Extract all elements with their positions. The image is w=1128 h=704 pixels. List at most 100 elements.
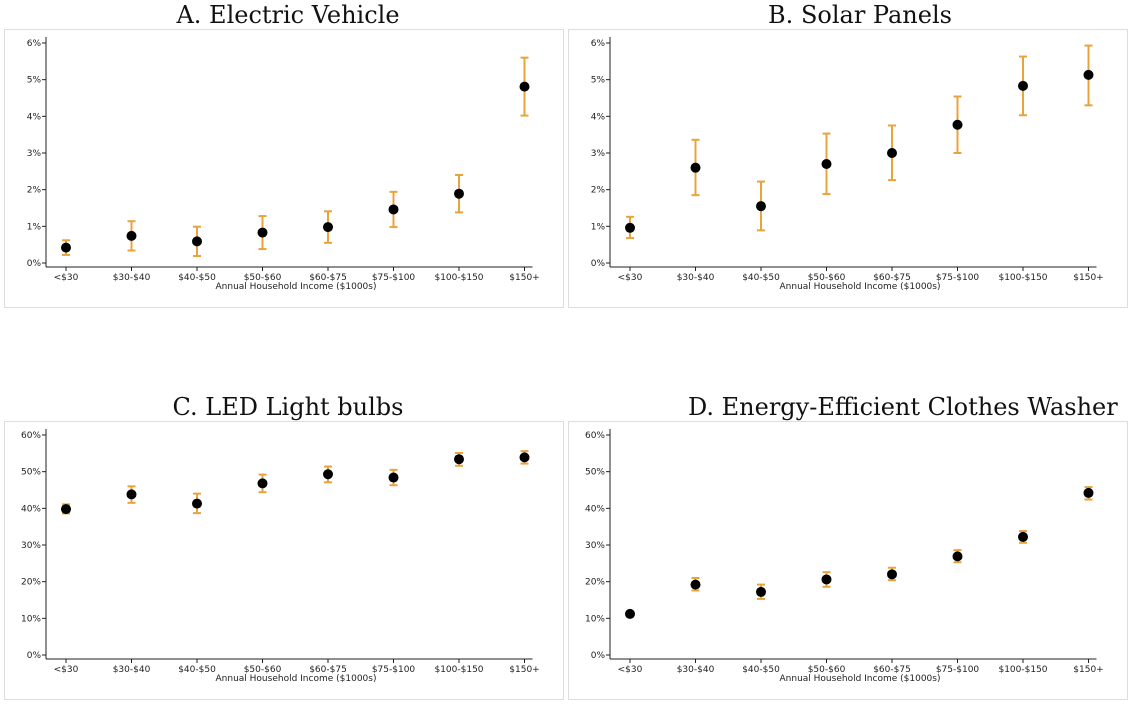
y-tick-label: 4% xyxy=(27,112,42,122)
x-tick-label: $50-$60 xyxy=(244,665,282,675)
data-point xyxy=(690,579,701,590)
y-tick-label: 0% xyxy=(27,259,42,269)
data-point xyxy=(821,574,832,585)
y-tick-label: 10% xyxy=(585,614,605,624)
x-axis-label: Annual Household Income ($1000s) xyxy=(216,282,377,292)
y-tick-label: 1% xyxy=(27,222,42,232)
y-tick-label: 50% xyxy=(585,468,605,478)
data-point xyxy=(323,469,333,480)
x-tick-label: $60-$75 xyxy=(873,665,911,675)
y-tick-label: 3% xyxy=(591,149,606,159)
panel-title-text: B. Solar Panels xyxy=(768,1,952,29)
x-tick-label: $30-$40 xyxy=(677,273,715,283)
plot-frame xyxy=(568,29,1128,308)
y-tick-label: 60% xyxy=(585,431,605,441)
panel-c: C. LED Light bulbs 0% 10% 20% 30% 40% 50% 60% <… xyxy=(4,392,564,704)
panel-b: B. Solar Panels 0% 1% 2% 3% 4% 5% 6% <$30 $30-$4… xyxy=(568,0,1128,312)
data-point xyxy=(625,222,635,233)
chart-c: 0% 10% 20% 30% 40% 50% 60% <$30 $30-$40 $40-$50 $5… xyxy=(4,421,564,700)
data-point xyxy=(887,569,897,580)
y-tick-label: 50% xyxy=(21,468,41,478)
x-tick-label: $100-$150 xyxy=(998,665,1047,675)
x-axis-label: Annual Household Income ($1000s) xyxy=(780,282,941,292)
x-tick-label: $60-$75 xyxy=(309,665,347,675)
x-tick-label: $150+ xyxy=(509,665,539,675)
plot-frame xyxy=(4,421,564,700)
data-point xyxy=(756,201,766,212)
x-tick-label: $60-$75 xyxy=(309,273,347,283)
y-tick-label: 4% xyxy=(591,112,606,122)
y-tick-label: 0% xyxy=(591,651,606,661)
x-tick-label: $60-$75 xyxy=(873,273,911,283)
data-point xyxy=(454,188,464,199)
data-point xyxy=(519,452,530,463)
y-tick-label: 0% xyxy=(27,651,42,661)
plot-frame xyxy=(568,421,1128,700)
y-tick-label: 0% xyxy=(591,259,606,269)
y-tick-label: 20% xyxy=(585,578,605,588)
data-point xyxy=(887,148,897,158)
panel-title: A. Electric Vehicle xyxy=(4,0,564,30)
x-tick-label: $50-$60 xyxy=(808,665,846,675)
x-tick-label: <$30 xyxy=(618,273,643,283)
y-tick-label: 6% xyxy=(27,39,42,49)
x-tick-label: $100-$150 xyxy=(998,273,1047,283)
data-point xyxy=(388,472,399,483)
data-point xyxy=(126,230,137,241)
data-point xyxy=(454,454,464,465)
y-tick-label: 3% xyxy=(27,149,42,159)
y-tick-label: 5% xyxy=(27,76,42,86)
data-point xyxy=(1083,487,1094,498)
panel-d: D. Energy-Efficient Clothes Washer 0% 10%… xyxy=(568,392,1128,704)
x-tick-label: $75-$100 xyxy=(372,665,416,675)
x-tick-label: $150+ xyxy=(509,273,539,283)
data-point xyxy=(1018,531,1028,542)
y-tick-label: 30% xyxy=(21,541,41,551)
data-point xyxy=(257,478,268,489)
data-point xyxy=(126,489,137,500)
x-tick-label: $150+ xyxy=(1073,273,1103,283)
y-tick-label: 20% xyxy=(21,578,41,588)
data-point xyxy=(690,162,701,173)
y-tick-label: 60% xyxy=(21,431,41,441)
x-tick-label: $75-$100 xyxy=(372,273,416,283)
data-point xyxy=(1018,80,1028,91)
x-tick-label: $40-$50 xyxy=(178,273,216,283)
y-tick-label: 2% xyxy=(27,186,42,196)
y-tick-label: 40% xyxy=(585,504,605,514)
chart-d: 0% 10% 20% 30% 40% 50% 60% <$30 $30-$40 $40-$50 $5… xyxy=(568,421,1128,700)
plot-frame xyxy=(4,29,564,308)
x-tick-label: $30-$40 xyxy=(677,665,715,675)
x-tick-label: $100-$150 xyxy=(434,273,483,283)
x-tick-label: $75-$100 xyxy=(936,665,980,675)
data-point xyxy=(192,236,202,247)
data-point xyxy=(388,204,399,215)
chart-b: 0% 1% 2% 3% 4% 5% 6% <$30 $30-$40 $40-$50 $50-$60 $… xyxy=(568,29,1128,308)
x-tick-label: <$30 xyxy=(54,273,79,283)
y-tick-label: 30% xyxy=(585,541,605,551)
data-point xyxy=(756,586,766,597)
panel-title-text: A. Electric Vehicle xyxy=(176,1,400,29)
x-tick-label: $100-$150 xyxy=(434,665,483,675)
x-tick-label: $30-$40 xyxy=(113,273,151,283)
panel-title: C. LED Light bulbs xyxy=(4,392,564,422)
data-point xyxy=(625,608,635,619)
panel-a: A. Electric Vehicle 0% 1% 2% 3% 4% 5% 6% <$30 $3… xyxy=(4,0,564,312)
data-point xyxy=(821,159,832,169)
data-point xyxy=(61,504,71,515)
x-tick-label: $150+ xyxy=(1073,665,1103,675)
y-tick-label: 1% xyxy=(591,222,606,232)
y-tick-label: 40% xyxy=(21,504,41,514)
data-point xyxy=(1083,69,1094,80)
y-tick-label: 10% xyxy=(21,614,41,624)
x-tick-label: $50-$60 xyxy=(808,273,846,283)
data-point xyxy=(519,81,530,92)
x-tick-label: $75-$100 xyxy=(936,273,980,283)
x-tick-label: $40-$50 xyxy=(742,273,780,283)
panel-title-text: C. LED Light bulbs xyxy=(172,393,404,421)
chart-a: 0% 1% 2% 3% 4% 5% 6% <$30 $30-$40 $40-$50 $50-$60 $… xyxy=(4,29,564,308)
x-axis-label: Annual Household Income ($1000s) xyxy=(216,674,377,684)
data-point xyxy=(952,551,963,562)
x-axis-label: Annual Household Income ($1000s) xyxy=(780,674,941,684)
x-tick-label: <$30 xyxy=(618,665,643,675)
